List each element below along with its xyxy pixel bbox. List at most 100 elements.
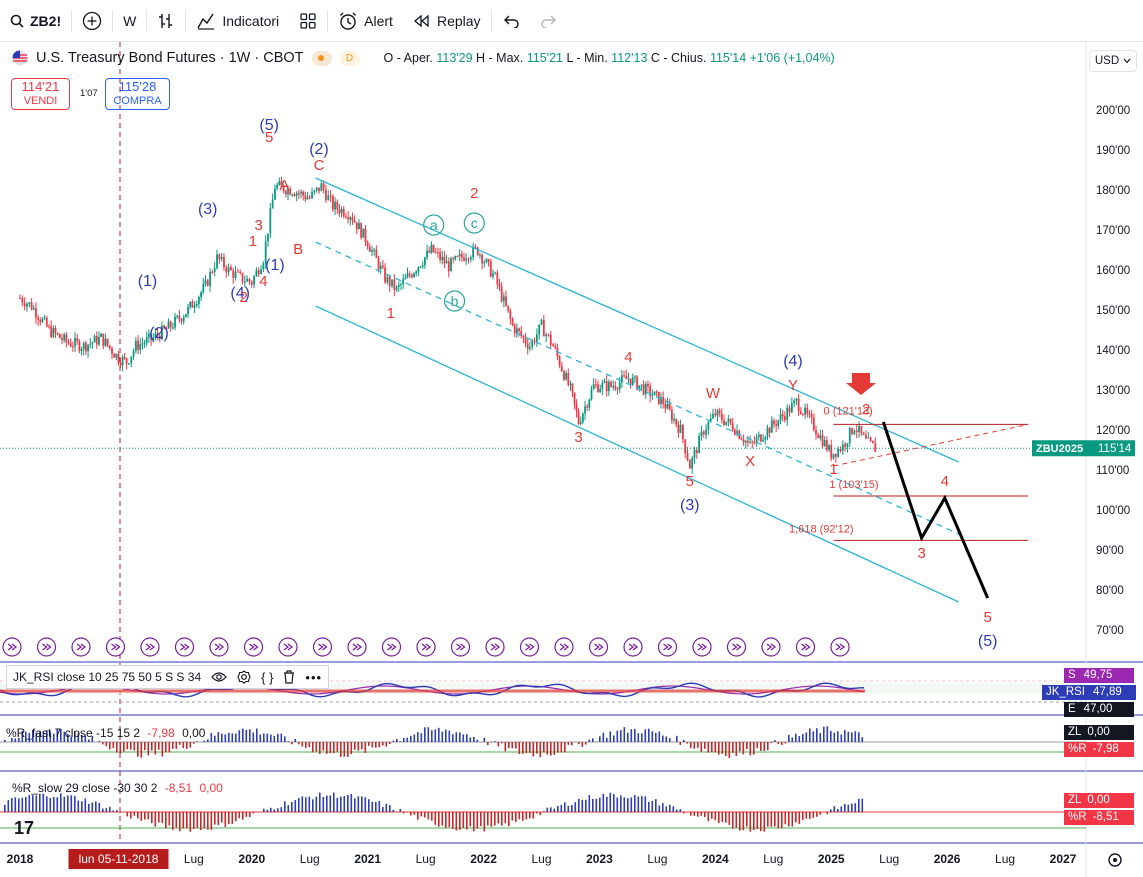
rfast-bar [231,733,234,742]
candle-body [476,247,479,255]
rslow-bar [683,812,685,814]
high-value: 115'21 [526,51,563,65]
rfast-bar [326,742,328,754]
rfast-bar [396,738,398,742]
rslow-bar [161,812,164,824]
candle-body [218,254,221,260]
candle-body [163,325,166,329]
eye-icon[interactable] [211,671,227,683]
rfast-bar [511,742,514,749]
rslow-bar [413,812,416,815]
rslow-bar [368,799,370,812]
interval-button[interactable]: W [113,0,146,42]
candle-body [592,384,595,390]
status-dot [311,50,332,66]
buy-button[interactable]: 115'28 COMPRA [105,78,170,110]
candle-body [322,183,325,191]
replay-button[interactable]: Replay [403,0,491,42]
redo-button[interactable] [530,0,568,42]
rslow-bar [217,812,220,826]
rslow-bar [494,812,496,826]
candle-body [747,440,749,443]
candle-body [89,343,92,345]
rslow-bar [242,812,244,820]
candle-body [437,252,439,254]
rslow-bar [385,803,388,812]
symbol-search[interactable]: ZB2! [0,0,71,42]
candle-body [204,280,207,285]
layouts-button[interactable] [289,0,327,42]
chevron-down-icon [1123,58,1131,64]
rfast-bar [364,742,367,754]
candle-body [684,439,687,454]
divider [185,9,187,32]
price-candles [19,176,877,474]
rslow-bar [746,812,748,827]
event-marker-glyph [421,643,432,651]
trash-icon[interactable] [283,670,295,684]
chart-settings-icon[interactable] [1108,853,1122,867]
rslow-bar [466,812,468,830]
candle-body [804,407,807,415]
more-icon[interactable]: ••• [305,669,323,685]
rfast-bar [340,742,342,757]
rfast-bar [67,733,69,742]
instrument-title[interactable]: U.S. Treasury Bond Futures · 1W · CBOT [36,50,304,66]
rslow-bar [620,795,622,812]
indicators-button[interactable]: Indicatori [186,0,289,42]
wave-label: B [293,241,303,258]
rfast-bar [105,742,108,747]
candle-body [549,334,552,345]
rfast-bar [424,727,426,742]
candle-body [19,298,21,299]
rslow-bar [91,802,94,812]
candle-body [134,340,137,351]
source-code-icon[interactable]: { } [261,669,274,685]
rslow-bar [172,812,174,830]
candle-body [388,276,391,287]
candle-body [37,317,40,320]
time-tick-label: Lug [416,852,436,866]
rslow-legend[interactable]: %R_slow 29 close -30 30 2 -8,51 0,00 [12,781,223,795]
price-tick-label: 110'00 [1096,465,1129,477]
candle-body [246,278,249,282]
undo-button[interactable] [492,0,530,42]
candle-body [851,428,853,435]
candle-body [867,437,870,439]
candle-body [634,376,636,378]
low-value: 112'13 [611,51,648,65]
rslow-bar [749,812,752,832]
candle-body [489,261,492,277]
candle-body [853,430,856,435]
candle-body [700,431,703,436]
candle-body [605,381,608,392]
currency-select[interactable]: USD [1089,50,1137,72]
rfast-bar [91,736,94,742]
compare-button[interactable] [72,0,112,42]
rslow-bar [340,796,342,812]
rfast-bar [161,742,164,757]
sell-button[interactable]: 114'21 VENDI [11,78,70,110]
settings-icon[interactable] [237,670,251,684]
rslow-bar [455,812,458,831]
rfast-bar [546,742,549,755]
alert-button[interactable]: Alert [328,0,403,42]
rsi-legend[interactable]: JK_RSI close 10 25 75 50 5 S S 34 { } ••… [6,665,330,689]
candle-body [712,413,714,419]
candle-body [295,193,298,196]
rfast-bar [39,731,41,742]
wave-label: 4 [624,349,632,366]
candle-body [225,267,228,273]
candle-body [563,371,565,380]
rslow-bar [704,812,706,818]
chart-type-button[interactable] [147,0,185,42]
chart-canvas[interactable]: 0 (121'13) 1 (103'15) 1,618 (92'12) ZBU2025… [0,42,1143,877]
rslow-bar [238,812,241,819]
rslow-bar [203,812,206,829]
candle-body [705,429,707,435]
rfast-bar [235,733,237,742]
rfast-bar [214,735,216,742]
rfast-bar [126,742,129,750]
rfast-legend[interactable]: %R_fast 7 close -15 15 2 -7,98 0,00 [6,726,205,740]
candle-body [779,414,782,421]
